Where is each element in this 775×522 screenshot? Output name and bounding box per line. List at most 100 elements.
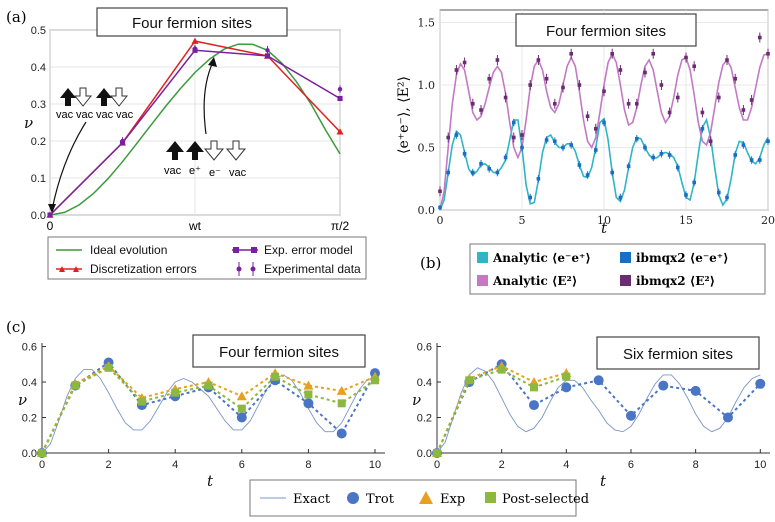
y-tick-label: 1.5 [418,17,436,30]
data-point [643,145,647,150]
data-point [471,101,475,106]
series-experimental-data [47,44,343,218]
data-point [725,195,729,200]
data-point [602,120,606,125]
data-point [544,76,549,81]
data-point [708,139,713,144]
panel-b-x-ticks: 0 5 10 15 20 [437,214,775,227]
data-point [487,166,491,171]
data-point [700,126,705,131]
data-point-square [137,397,146,406]
legend-swatch-analytic-ee [477,252,488,263]
data-point [594,126,598,131]
data-point [577,83,582,87]
x-tick-label: 0 [437,214,444,227]
data-point [536,58,541,62]
series-post-selected [433,365,571,457]
spin-down-hollow-icon [73,87,93,107]
data-point-triangle [336,128,344,135]
legend-label-discretization: Discretization errors [90,262,197,276]
square-marker-icon [251,247,257,253]
point-marker-icon [250,266,256,272]
data-point [758,158,762,162]
data-point-square [371,376,380,385]
data-point-experimental [337,87,343,92]
panel-c-legend: Exact Trot Exp Post-selected [249,479,589,517]
annot2-label-3: e⁻ [209,167,221,179]
panel-c-left-x-ticks: 0 2 4 6 8 10 [39,459,381,471]
square-marker-icon [233,247,239,253]
y-tick-label: 0.0 [417,448,432,460]
panel-c-left-y-label: ν [18,391,27,409]
arrowhead-icon [208,57,217,67]
panel-b-legend: Analytic ⟨e⁻e⁺⟩ Analytic ⟨E²⟩ ibmqx2 ⟨e⁻… [469,243,766,295]
panel-label-b: (b) [420,254,441,272]
data-point [651,155,655,160]
data-point [462,60,467,65]
panel-b-y-ticks: 0.0 0.5 1.0 1.5 [418,17,436,218]
legend-label-trot: Trot [366,492,395,507]
data-point [758,35,762,40]
series-trot [37,357,381,458]
data-point [659,83,664,87]
legend-label-postselected: Post-selected [502,492,589,507]
panel-c-left-series [37,357,381,458]
data-point [479,108,483,112]
spin-down-hollow-icon [203,140,225,161]
data-point-triangle [191,37,199,44]
spin-down-hollow-icon [109,87,129,107]
data-point [676,165,680,170]
data-point [766,139,770,144]
x-tick-label: 4 [563,459,569,471]
data-point [585,173,590,177]
data-point [471,170,475,175]
panel-c-right-x-ticks: 0 2 4 6 8 10 [434,459,766,471]
data-point [676,95,680,100]
legend-label-ibm-e2: ibmqx2 ⟨E²⟩ [636,274,715,288]
data-point [749,98,754,102]
panel-a-legend-box [47,236,367,280]
data-point-experimental [192,46,198,51]
panel-a-title-box [96,7,288,37]
data-point [667,110,672,115]
data-point [733,153,737,157]
y-tick-label: 1.0 [418,79,436,92]
series-line [49,43,341,216]
panel-c-right-y-ticks: 0.0 0.2 0.4 0.6 [417,342,432,460]
data-point [692,180,696,185]
data-point [749,158,754,162]
panel-c-left-y-ticks: 0.0 0.2 0.4 0.6 [22,342,37,460]
panel-label-a: (a) [6,8,27,26]
panel-a-grid [49,29,341,216]
square-marker-icon [485,492,496,503]
data-point [700,110,705,115]
x-tick-label: 20 [761,214,775,227]
data-point [684,55,688,60]
data-point-triangle [303,380,314,390]
panel-a-title: Four fermion sites [132,15,252,32]
y-tick-label: 0.1 [31,173,46,185]
legend-label-ideal: Ideal evolution [90,243,167,257]
x-tick-label: 10 [369,459,381,471]
panel-c-left-title: Four fermion sites [219,344,339,361]
x-tick-label: π/2 [331,219,350,233]
data-point [626,164,631,169]
spin-up-filled-icon [166,141,184,160]
panel-b-x-label: t [601,219,608,237]
data-point-triangle [236,391,247,401]
data-point-experimental [120,138,125,144]
legend-swatch-ibm-ee [620,252,631,263]
data-point-circle [625,410,636,421]
panel-c-right-title: Six fermion sites [623,346,733,363]
panel-c-legend-box [249,479,577,517]
data-point-square [38,449,46,457]
data-point [512,120,516,125]
legend-label-analytic-ee: Analytic ⟨e⁻e⁺⟩ [492,251,591,265]
data-point [717,190,721,195]
panel-a: 0.0 0.1 0.2 0.3 0.4 0.5 0 wt π/2 ν Four fermion… [24,7,367,280]
data-point-experimental [265,48,270,53]
y-tick-label: 0.4 [31,62,46,74]
data-point-square [433,449,441,457]
panel-a-series [46,37,344,218]
data-point [528,195,532,200]
